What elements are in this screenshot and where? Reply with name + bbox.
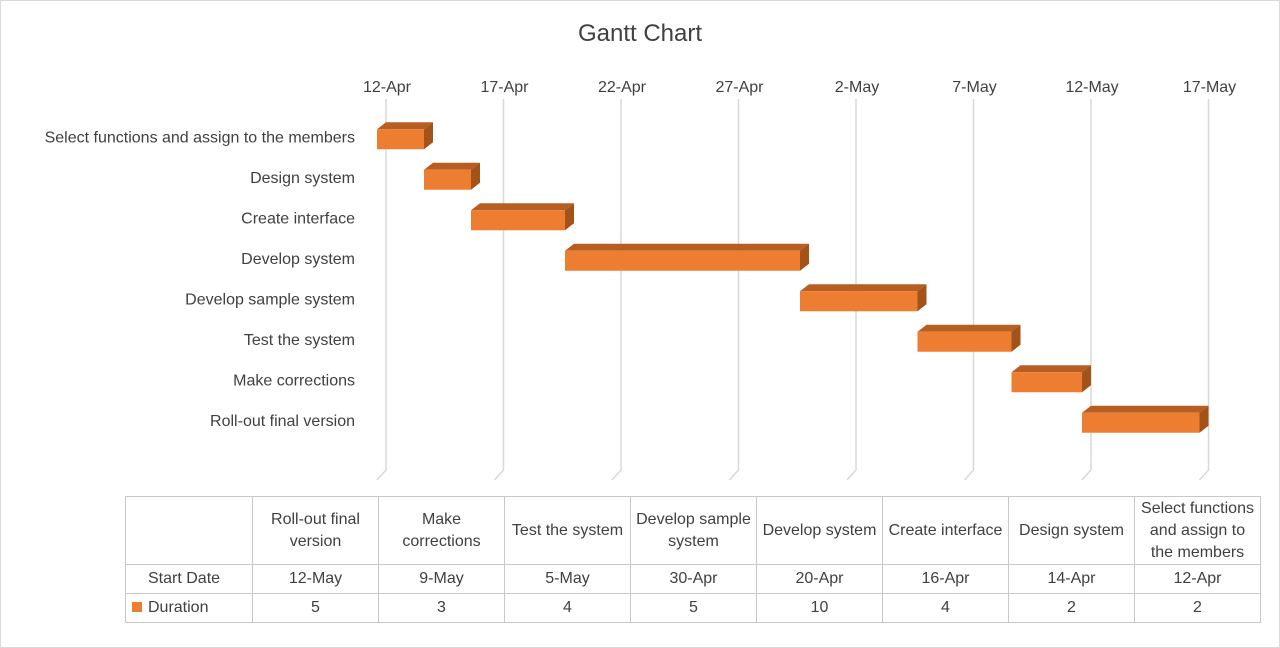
bar-front-face: [800, 291, 918, 312]
data-table-cell: 2: [1134, 593, 1261, 623]
data-table-cell: 4: [882, 593, 1009, 623]
bar-top-face: [1011, 365, 1091, 373]
bar-side-face: [565, 203, 574, 231]
gridline: [963, 99, 975, 481]
data-table-row-label-text: Duration: [148, 599, 209, 616]
data-table-cell: 9-May: [378, 564, 505, 594]
data-table-cell: 2: [1008, 593, 1135, 623]
x-tick-label: 7-May: [952, 79, 996, 96]
data-table-column-header: Create interface: [882, 496, 1009, 565]
x-tick-label: 17-Apr: [480, 79, 529, 96]
gridline: [1198, 99, 1210, 481]
x-axis-ticks: 12-Apr 17-Apr 22-Apr 27-Apr 2-May 7-May 12-May…: [363, 79, 1236, 96]
bar-top-face: [471, 203, 574, 211]
bar-top-face: [917, 324, 1021, 332]
task-label: Develop sample system: [185, 291, 355, 308]
legend-swatch-duration: [132, 602, 142, 612]
data-table-cell: 12-May: [252, 564, 379, 594]
gridline: [1081, 99, 1092, 481]
task-label: Develop system: [241, 251, 355, 268]
data-table-cell: 3: [378, 593, 505, 623]
y-axis-labels: Select functions and assign to the membe…: [45, 129, 355, 430]
x-tick-label: 2-May: [835, 79, 879, 96]
bar-create-interface: [471, 203, 574, 231]
data-table: Roll-out final version Make corrections Te…: [125, 496, 1261, 623]
gridline: [611, 99, 622, 481]
x-tick-label: 17-May: [1183, 79, 1236, 96]
bar-front-face: [1011, 372, 1082, 393]
data-table-cell: 12-Apr: [1134, 564, 1261, 594]
bar-front-face: [424, 169, 471, 190]
data-table-cell: 5-May: [504, 564, 631, 594]
data-table-cell: 5: [252, 593, 379, 623]
task-label: Design system: [250, 170, 355, 187]
bar-develop-system: [565, 243, 809, 271]
data-table-row-label: Start Date: [125, 564, 253, 594]
bar-side-face: [1199, 405, 1209, 433]
bar-top-face: [800, 284, 927, 292]
data-table-row-start-date: Start Date 12-May 9-May 5-May 30-Apr 20-Apr 1…: [125, 564, 1261, 594]
bar-side-face: [424, 122, 433, 150]
bar-top-face: [377, 122, 433, 130]
bar-top-face: [1082, 405, 1209, 413]
bar-side-face: [917, 284, 927, 312]
bar-side-face: [471, 162, 480, 190]
bar-make-corrections: [1011, 365, 1091, 393]
x-tick-label: 27-Apr: [715, 79, 764, 96]
bar-side-face: [1082, 365, 1091, 393]
task-label: Select functions and assign to the membe…: [45, 129, 355, 146]
data-table-cell: 4: [504, 593, 631, 623]
bar-front-face: [471, 210, 565, 231]
gridline: [846, 99, 857, 481]
data-table-row-duration: Duration 5 3 4 5 10 4 2 2: [125, 593, 1261, 623]
duration-bars: [377, 122, 1209, 433]
chart-title: Gantt Chart: [577, 20, 703, 47]
bar-test-the-system: [917, 324, 1021, 352]
bar-front-face: [917, 331, 1012, 352]
x-tick-label: 12-Apr: [363, 79, 412, 96]
data-table-column-header: Roll-out final version: [252, 496, 379, 565]
gridline: [493, 99, 505, 481]
bar-side-face: [800, 243, 809, 271]
bar-front-face: [1082, 412, 1200, 433]
bar-design-system: [424, 162, 480, 190]
task-label: Create interface: [241, 210, 355, 227]
bar-top-face: [565, 243, 809, 251]
bar-top-face: [424, 162, 480, 170]
x-tick-label: 12-May: [1065, 79, 1118, 96]
bar-roll-out-final-version: [1082, 405, 1209, 433]
bar-front-face: [377, 129, 424, 150]
data-table-cell: 14-Apr: [1008, 564, 1135, 594]
task-label: Test the system: [244, 332, 355, 349]
data-table-column-header: Develop sample system: [630, 496, 757, 565]
data-table-row-label: Duration: [125, 593, 253, 623]
data-table-cell: 5: [630, 593, 757, 623]
data-table-column-header: Make corrections: [378, 496, 505, 565]
data-table-cell: 30-Apr: [630, 564, 757, 594]
data-table-cell: 16-Apr: [882, 564, 1009, 594]
bar-develop-sample-system: [800, 284, 927, 312]
bar-side-face: [1011, 324, 1021, 352]
data-table-column-header: Select functions and assign to the membe…: [1134, 496, 1261, 565]
x-tick-label: 22-Apr: [598, 79, 647, 96]
data-table-column-header: Design system: [1008, 496, 1135, 565]
task-label: Make corrections: [233, 372, 355, 389]
data-table-header-row: Roll-out final version Make corrections Te…: [125, 496, 1261, 565]
data-table-cell: 10: [756, 593, 883, 623]
bar-front-face: [565, 250, 800, 271]
data-table-cell: 20-Apr: [756, 564, 883, 594]
data-table-corner: [125, 496, 253, 565]
data-table-column-header: Test the system: [504, 496, 631, 565]
gridline: [728, 99, 740, 481]
bar-select-functions-and-assign-to-the-members: [377, 122, 433, 150]
data-table-column-header: Develop system: [756, 496, 883, 565]
gridline: [376, 99, 387, 481]
task-label: Roll-out final version: [210, 413, 355, 430]
data-table-row-label-text: Start Date: [148, 570, 221, 587]
